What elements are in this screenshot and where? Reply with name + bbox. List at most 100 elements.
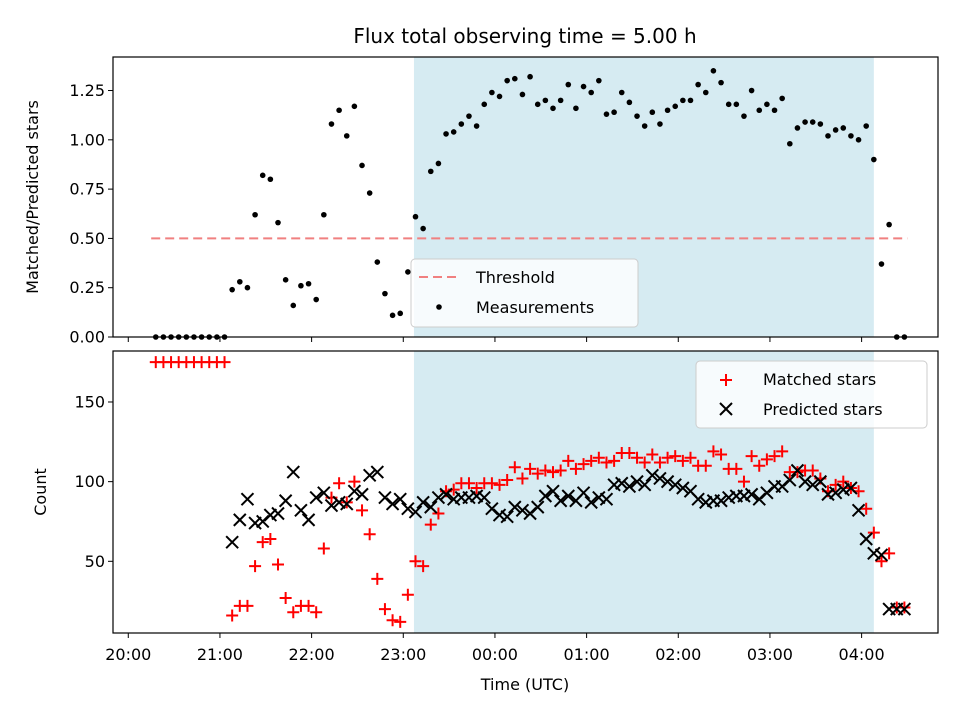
measurement-point	[641, 123, 648, 129]
matched-star-point	[264, 533, 277, 545]
figure-title: Flux total observing time = 5.00 h	[353, 24, 696, 48]
predicted-star-point	[806, 478, 820, 492]
matched-star-point	[409, 555, 422, 568]
bottom-panel: 50 100 150 20:00 21:00 22:00 23:00 00:00 01:00 0…	[31, 350, 939, 694]
matched-star-point	[737, 475, 750, 488]
matched-star-point	[333, 477, 346, 490]
predicted-star-point	[897, 602, 912, 616]
x-tick-label: 21:00	[197, 645, 243, 664]
matched-legend-label: Matched stars	[763, 370, 876, 389]
matched-star-point	[577, 458, 590, 471]
x-tick-label: 22:00	[289, 645, 335, 664]
matched-star-point	[883, 547, 896, 560]
matched-star-point	[569, 462, 582, 475]
predicted-star-point	[278, 494, 293, 508]
y-tick-label: 0.25	[69, 278, 105, 297]
bottom-y-label: Count	[31, 468, 50, 516]
y-tick-label: 0.00	[69, 328, 105, 347]
measurement-point	[863, 123, 869, 129]
matched-star-point	[279, 591, 292, 604]
predicted-star-point	[416, 495, 430, 510]
predicted-star-point	[301, 513, 316, 527]
predicted-star-point	[538, 489, 553, 503]
measurements-legend-swatch	[436, 304, 442, 310]
measurement-point	[741, 113, 747, 119]
predicted-star-point	[225, 535, 239, 549]
matched-star-point	[661, 451, 674, 464]
measurement-point	[573, 105, 579, 112]
matched-star-point	[218, 356, 231, 369]
x-tick-label: 20:00	[105, 645, 151, 664]
measurement-point	[519, 91, 526, 98]
predicted-star-point	[790, 463, 805, 478]
predicted-star-point	[439, 487, 453, 502]
measurement-point	[366, 190, 373, 196]
measurement-point	[305, 280, 312, 287]
matched-star-point	[768, 450, 781, 463]
predicted-legend-label: Predicted stars	[763, 400, 883, 419]
predicted-star-point	[844, 481, 858, 495]
measurement-point	[466, 113, 472, 119]
matched-star-point	[378, 603, 391, 616]
matched-star-point	[531, 467, 544, 480]
y-tick-label: 0.75	[69, 180, 105, 199]
measurement-point	[626, 99, 633, 106]
measurement-point	[473, 123, 480, 129]
x-tick-label: 03:00	[747, 645, 793, 664]
matched-star-point	[631, 451, 644, 464]
matched-star-point	[600, 456, 613, 469]
predicted-star-point	[813, 474, 828, 489]
matched-star-point	[867, 526, 880, 539]
predicted-star-point	[546, 484, 560, 498]
measurement-point	[374, 259, 381, 265]
measurement-point	[695, 81, 701, 88]
matched-star-point	[676, 454, 689, 467]
measurement-point	[397, 310, 404, 317]
measurement-point	[282, 277, 289, 283]
predicted-star-point	[431, 490, 446, 505]
measurement-point	[634, 113, 640, 119]
measurement-point	[321, 211, 327, 218]
measurement-point	[420, 225, 426, 232]
predicted-star-point	[309, 490, 323, 505]
measurement-point	[259, 172, 266, 179]
measurement-point	[534, 101, 541, 108]
measurement-point	[336, 107, 342, 114]
measurement-point	[764, 101, 770, 108]
matched-points	[149, 356, 911, 628]
predicted-star-point	[500, 509, 514, 524]
measurement-point	[680, 97, 686, 104]
predicted-star-point	[714, 494, 728, 508]
measurement-point	[389, 312, 396, 319]
top-panel: 0.00 0.25 0.50 0.75 1.00 1.25 Matched/Predict…	[23, 56, 939, 347]
bottom-x-ticks: 20:00 21:00 22:00 23:00 00:00 01:00 02:00 03:00…	[105, 633, 885, 664]
matched-star-point	[363, 528, 376, 541]
y-tick-label: 150	[74, 392, 105, 411]
measurement-point	[450, 129, 457, 135]
predicted-star-point	[630, 474, 644, 489]
y-tick-label: 50	[85, 552, 105, 571]
measurement-point	[252, 211, 258, 218]
measurement-point	[313, 296, 319, 303]
predicted-star-point	[531, 500, 545, 514]
matched-star-point	[356, 504, 369, 517]
matched-star-point	[462, 477, 475, 490]
measurement-point	[886, 221, 892, 228]
measurement-point	[580, 83, 587, 90]
matched-star-point	[340, 496, 353, 509]
predicted-star-point	[668, 478, 682, 492]
measurement-point	[809, 119, 816, 125]
measurements-legend-label: Measurements	[476, 298, 594, 317]
matched-star-point	[860, 502, 873, 515]
matched-star-point	[470, 482, 483, 495]
matched-star-point	[730, 462, 743, 475]
matched-star-point	[898, 601, 911, 614]
x-axis-label: Time (UTC)	[480, 675, 569, 694]
predicted-star-point	[851, 503, 866, 518]
predicted-star-point	[408, 505, 423, 519]
measurement-point	[427, 168, 434, 175]
measurement-point	[725, 101, 732, 108]
matched-star-point	[776, 445, 789, 458]
matched-star-point	[424, 518, 437, 531]
measurement-point	[237, 278, 243, 285]
